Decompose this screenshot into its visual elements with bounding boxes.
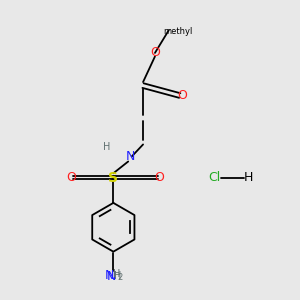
Text: methyl: methyl bbox=[163, 27, 192, 36]
Text: O: O bbox=[150, 46, 160, 59]
Text: S: S bbox=[108, 171, 118, 185]
Text: H: H bbox=[113, 271, 121, 281]
Text: H: H bbox=[103, 142, 111, 152]
Text: N: N bbox=[126, 150, 135, 163]
Text: 2: 2 bbox=[117, 273, 122, 282]
Text: N: N bbox=[105, 269, 115, 282]
Text: Cl: Cl bbox=[208, 171, 220, 184]
Text: O: O bbox=[154, 171, 164, 184]
Text: H: H bbox=[244, 171, 253, 184]
Text: N: N bbox=[107, 270, 116, 283]
Text: O: O bbox=[66, 171, 76, 184]
Text: H: H bbox=[112, 269, 120, 279]
Text: O: O bbox=[177, 89, 187, 102]
